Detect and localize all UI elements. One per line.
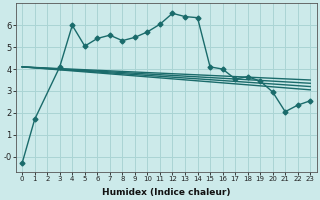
X-axis label: Humidex (Indice chaleur): Humidex (Indice chaleur) bbox=[102, 188, 230, 197]
